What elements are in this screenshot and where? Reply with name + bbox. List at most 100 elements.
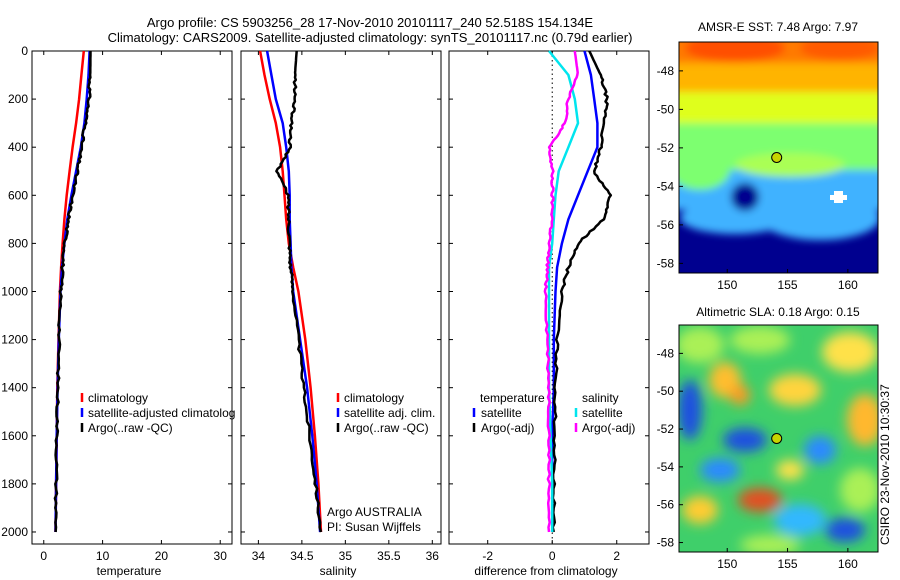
credit-pi: PI: Susan Wijffels — [327, 520, 421, 534]
argo-location-marker — [771, 152, 783, 163]
xtick-label: 160 — [838, 278, 858, 292]
ytick-label: -50 — [657, 384, 675, 398]
xtick-label: 36 — [426, 549, 440, 563]
legend-label-climatology: climatology — [344, 391, 404, 405]
sst-map-yaxis: -48 -50 -52 -54 -56 -58 — [657, 64, 683, 270]
legend-label-argo: Argo(..raw -QC) — [88, 421, 173, 435]
ytick-label: -56 — [657, 218, 675, 232]
figure-title-line1: Argo profile: CS 5903256_28 17-Nov-2010 … — [147, 15, 594, 30]
sla-heatmap — [679, 325, 878, 552]
xtick-label: 150 — [717, 278, 737, 292]
salinity-xaxis: 34 34.5 35 35.5 36 — [252, 51, 440, 563]
salinity-panel: 34 34.5 35 35.5 36 salinity climatology sate… — [240, 50, 442, 578]
temperature-legend: climatology satellite-adjusted climatolo… — [80, 391, 235, 435]
xtick-label: 35 — [339, 549, 353, 563]
ytick-label: -50 — [657, 102, 675, 116]
series-line-satellite-adj-clim- — [265, 50, 322, 533]
difference-yaxis — [449, 50, 649, 533]
difference-xlabel: difference from climatology — [474, 564, 617, 578]
xtick-label: 2 — [613, 549, 620, 563]
salinity-xlabel: salinity — [320, 564, 357, 578]
ytick-label: 400 — [8, 140, 28, 154]
series-line-argo-raw-qc- — [53, 51, 92, 533]
xtick-label: 155 — [778, 278, 798, 292]
series-line-temperature-satellite — [550, 50, 599, 532]
difference-xaxis: -2 0 2 — [482, 51, 620, 563]
timestamp-stamp: CSIRO 23-Nov-2010 10:30:37 — [878, 384, 892, 545]
ytick-label: -52 — [657, 141, 675, 155]
xtick-label: 20 — [155, 549, 169, 563]
legend-label-satellite: satellite-adjusted climatolog — [88, 406, 235, 420]
ytick-label: -48 — [657, 346, 675, 360]
ytick-label: 800 — [8, 236, 28, 250]
ytick-label: 2000 — [1, 525, 28, 539]
series-line-argo-raw-qc- — [275, 50, 323, 533]
xtick-label: 34 — [252, 549, 266, 563]
ytick-label: 600 — [8, 188, 28, 202]
ytick-label: -52 — [657, 422, 675, 436]
series-line-temperature-argo-adj- — [551, 50, 613, 533]
ytick-label: 200 — [8, 92, 28, 106]
ytick-label: 1800 — [1, 477, 28, 491]
temperature-xaxis: 0 10 20 30 — [40, 51, 227, 563]
salinity-axes-box — [240, 50, 442, 545]
ytick-label: -56 — [657, 498, 675, 512]
ytick-label: 1400 — [1, 381, 28, 395]
ytick-label: 0 — [21, 44, 28, 58]
legend-label-sal-argo: Argo(-adj) — [582, 421, 635, 435]
legend-label-temp-satellite: satellite — [481, 406, 522, 420]
legend-label-climatology: climatology — [88, 391, 148, 405]
legend-heading-salinity: salinity — [582, 391, 619, 405]
sst-map-xaxis: 150 155 160 — [717, 269, 858, 292]
series-line-salinity-argo-adj- — [543, 50, 579, 533]
sla-map-xaxis: 150 155 160 — [717, 548, 858, 571]
salinity-series — [258, 50, 323, 533]
difference-panel: -2 0 2 difference from climatology tempera… — [448, 50, 650, 578]
difference-legend: temperature satellite Argo(-adj) salinit… — [472, 391, 635, 435]
legend-label-satellite: satellite adj. clim. — [344, 406, 435, 420]
salinity-yaxis — [241, 50, 441, 533]
sla-map-yaxis: -48 -50 -52 -54 -56 -58 — [657, 346, 683, 550]
temperature-yaxis: 0 200 400 600 800 1000 1200 1400 1600 1800 2000 — [1, 44, 232, 539]
legend-label-argo: Argo(..raw -QC) — [344, 421, 429, 435]
ytick-label: 1600 — [1, 429, 28, 443]
legend-label-sal-satellite: satellite — [582, 406, 623, 420]
difference-series — [543, 50, 613, 533]
ytick-label: -58 — [657, 536, 675, 550]
xtick-label: 0 — [40, 549, 47, 563]
xtick-label: 150 — [717, 557, 737, 571]
sla-map-panel: Altimetric SLA: 0.18 Argo: 0.15 — [657, 305, 879, 571]
sst-map-frame — [678, 41, 879, 274]
sst-map-panel: AMSR-E SST: 7.48 Argo: 7.97 — [657, 20, 879, 292]
xtick-label: 30 — [214, 549, 228, 563]
sst-map-title: AMSR-E SST: 7.48 Argo: 7.97 — [698, 20, 858, 34]
xtick-label: 34.5 — [290, 549, 314, 563]
sla-map-frame — [678, 324, 879, 553]
xtick-label: 160 — [838, 557, 858, 571]
xtick-label: 10 — [96, 549, 110, 563]
xtick-label: -2 — [482, 549, 493, 563]
ytick-label: -58 — [657, 256, 675, 270]
temperature-panel: 0 200 400 600 800 1000 1200 1400 1600 1800 2000 0 1… — [1, 44, 235, 578]
xtick-label: 155 — [778, 557, 798, 571]
temperature-series — [53, 50, 92, 533]
ytick-label: -54 — [657, 460, 675, 474]
legend-heading-temperature: temperature — [480, 391, 545, 405]
sla-map-title: Altimetric SLA: 0.18 Argo: 0.15 — [696, 305, 860, 319]
xtick-label: 0 — [549, 549, 556, 563]
salinity-legend: climatology satellite adj. clim. Argo(..… — [336, 391, 435, 435]
legend-label-temp-argo: Argo(-adj) — [481, 421, 534, 435]
figure-title-line2: Climatology: CARS2009. Satellite-adjuste… — [108, 30, 633, 45]
argo-location-marker — [771, 433, 783, 444]
xtick-label: 35.5 — [377, 549, 401, 563]
series-line-salinity-satellite — [547, 50, 580, 532]
credit-agency: Argo AUSTRALIA — [327, 505, 422, 519]
temperature-axes-box — [31, 50, 233, 545]
sst-heatmap — [679, 42, 878, 273]
ytick-label: 1200 — [1, 333, 28, 347]
ytick-label: -48 — [657, 64, 675, 78]
temperature-xlabel: temperature — [97, 564, 162, 578]
ytick-label: -54 — [657, 179, 675, 193]
ytick-label: 1000 — [1, 284, 28, 298]
